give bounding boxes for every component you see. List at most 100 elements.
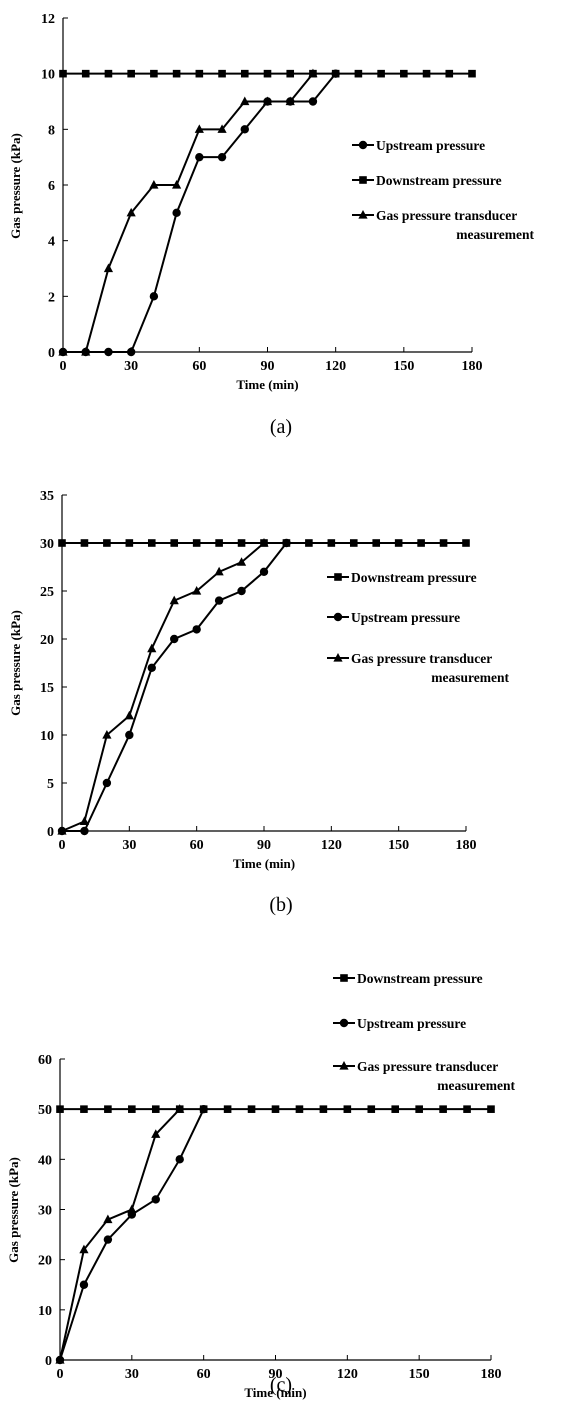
legend-entry: Downstream pressure (333, 971, 483, 986)
data-point (415, 1105, 423, 1113)
data-point (172, 180, 182, 189)
y-tick-label: 30 (38, 1204, 52, 1219)
x-tick-label: 180 (481, 1367, 502, 1382)
data-point (79, 816, 90, 825)
legend-marker (339, 1018, 349, 1028)
data-point (343, 1105, 352, 1113)
data-point (55, 1355, 65, 1364)
data-point (349, 539, 358, 547)
figure-caption: (b) (269, 894, 292, 916)
series-circle (55, 1104, 208, 1365)
x-tick-label: 90 (261, 359, 275, 374)
data-point (439, 1105, 447, 1113)
x-tick-label: 30 (124, 359, 138, 374)
data-point (240, 125, 249, 134)
figure-caption: (c) (270, 1374, 292, 1396)
data-point (194, 124, 204, 133)
y-tick-label: 2 (48, 290, 55, 305)
data-point (240, 96, 250, 106)
data-point (240, 69, 249, 78)
data-point (354, 69, 363, 78)
data-point (331, 69, 340, 78)
legend-marker (333, 653, 343, 662)
data-point (215, 539, 223, 547)
x-tick-label: 60 (197, 1367, 211, 1382)
legend-marker (333, 612, 343, 622)
y-axis-title: Gas pressure (kPa) (6, 1157, 21, 1263)
data-point (128, 1105, 136, 1113)
data-point (59, 69, 67, 78)
data-point (147, 663, 156, 672)
data-point (237, 539, 246, 547)
data-point (57, 826, 67, 835)
data-point (102, 778, 112, 788)
legend-label: Gas pressure transducer (376, 208, 517, 223)
data-point (439, 539, 448, 547)
data-point (367, 1105, 376, 1113)
data-point (271, 1105, 280, 1113)
data-point (150, 69, 158, 78)
x-tick-label: 60 (190, 838, 204, 853)
data-point (217, 124, 227, 133)
legend-label: Upstream pressure (376, 138, 485, 153)
y-tick-label: 10 (41, 68, 55, 83)
data-point (126, 207, 136, 217)
data-point (104, 1105, 112, 1113)
y-tick-label: 0 (47, 825, 54, 840)
x-tick-label: 120 (337, 1367, 358, 1382)
data-point (147, 539, 156, 547)
y-tick-label: 35 (40, 489, 54, 504)
data-point (247, 1105, 256, 1113)
legend-label: Downstream pressure (376, 173, 502, 188)
data-point (175, 1155, 184, 1164)
data-point (103, 263, 114, 273)
data-point (103, 539, 111, 547)
legend-marker (358, 210, 368, 219)
data-point (127, 1204, 137, 1214)
series-triangle (55, 1104, 185, 1364)
legend-marker (359, 176, 367, 184)
data-point (391, 1105, 400, 1113)
series-line (63, 73, 314, 353)
data-point (127, 69, 135, 78)
x-tick-label: 150 (409, 1367, 430, 1382)
y-tick-label: 6 (48, 179, 55, 194)
data-point (80, 1105, 88, 1113)
data-point (80, 826, 89, 836)
x-tick-label: 120 (325, 359, 346, 374)
y-tick-label: 20 (40, 633, 54, 648)
chart-2: 0 10 20 30 40 50 60 0 30 60 90 120 150 180 Time (min) G… (6, 971, 516, 1400)
x-tick-label: 90 (269, 1367, 283, 1382)
data-point (125, 730, 134, 740)
data-point (262, 96, 273, 106)
legend-label-cont: measurement (456, 227, 534, 242)
x-tick-label: 90 (257, 838, 271, 853)
data-point (195, 69, 204, 78)
data-point (126, 347, 136, 357)
data-point (214, 596, 224, 605)
data-point (259, 567, 269, 576)
series-line (59, 1108, 181, 1361)
series-line (61, 542, 265, 832)
y-tick-label: 0 (48, 346, 55, 361)
legend-entry: Upstream pressure (327, 610, 460, 625)
legend-entry: Downstream pressure (327, 570, 477, 585)
y-tick-label: 50 (38, 1103, 52, 1118)
data-point (124, 710, 134, 720)
data-point (103, 1214, 113, 1224)
y-tick-label: 15 (40, 681, 54, 696)
data-point (103, 1235, 113, 1244)
data-point (125, 539, 134, 547)
y-tick-label: 30 (40, 537, 54, 552)
data-point (192, 539, 201, 547)
data-point (79, 1244, 89, 1254)
data-point (394, 539, 403, 547)
data-point (400, 69, 408, 78)
legend-entry: Gas pressure transducer measurement (352, 208, 535, 242)
series-square (56, 1105, 495, 1113)
data-point (151, 1195, 160, 1204)
data-point (468, 69, 476, 78)
data-point (58, 539, 66, 547)
x-tick-label: 180 (456, 838, 477, 853)
